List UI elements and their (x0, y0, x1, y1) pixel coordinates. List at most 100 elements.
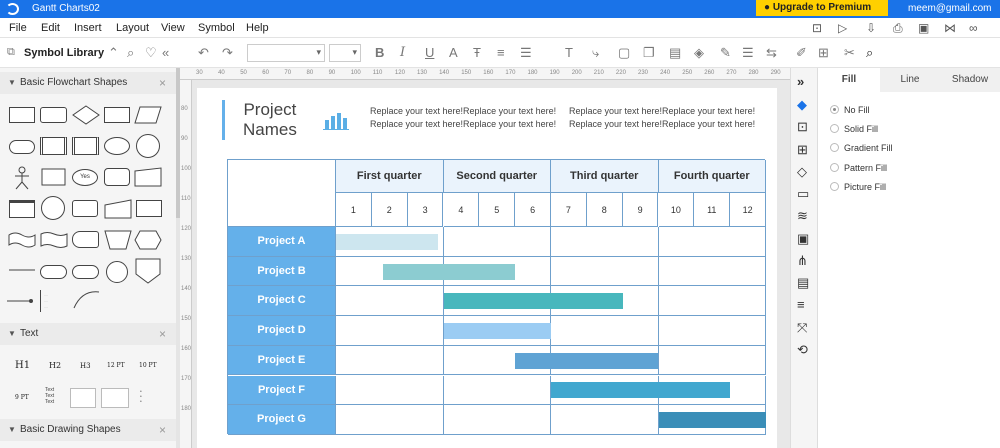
task-label[interactable]: Project G (228, 405, 336, 435)
group-icon[interactable]: ▤ (669, 45, 682, 60)
task-label[interactable]: Project D (228, 316, 336, 346)
shape-icon[interactable]: ▢ (618, 45, 631, 60)
text-sample-h1[interactable]: H1 (15, 360, 31, 371)
rounded-shape[interactable] (40, 265, 67, 279)
task-label[interactable]: Project A (228, 227, 336, 257)
collaborate-icon[interactable]: ∞ (969, 21, 978, 35)
terminator-shape[interactable] (9, 140, 35, 154)
search-icon[interactable]: ⌕ (866, 45, 874, 60)
task-label[interactable]: Project C (228, 286, 336, 317)
user-email[interactable]: meem@gmail.com (908, 3, 992, 14)
text-sample-12pt[interactable]: 12 PT (107, 362, 125, 369)
font-size-select[interactable] (329, 44, 361, 62)
process-shape[interactable] (9, 107, 35, 123)
ellipse-shape[interactable] (104, 137, 130, 155)
arc-shape[interactable] (72, 288, 100, 310)
presentation-icon[interactable]: ▭ (797, 186, 810, 201)
format-icon[interactable]: ≡ (797, 297, 805, 312)
radio-button[interactable] (830, 105, 839, 114)
internal-storage-shape[interactable] (9, 200, 35, 218)
menu-edit[interactable]: Edit (41, 22, 60, 34)
text-block-small[interactable]: Text Text Text (45, 387, 61, 409)
collapse-triangle-icon[interactable]: ▼ (8, 78, 16, 87)
print-icon[interactable]: ⎙ (893, 21, 903, 35)
connector-icon[interactable]: ⤷ (592, 45, 600, 60)
task-bar[interactable] (515, 352, 659, 369)
tape-shape[interactable] (8, 231, 36, 249)
arrange-icon[interactable]: ❐ (643, 45, 655, 60)
menu-insert[interactable]: Insert (74, 22, 102, 34)
publish-icon[interactable]: ⊡ (812, 21, 823, 35)
placeholder-text-1[interactable]: Replace your text here!Replace your text… (370, 105, 556, 131)
placeholder-text-2[interactable]: Replace your text here!Replace your text… (569, 105, 755, 131)
radio-button[interactable] (830, 163, 839, 172)
arrow-line-shape[interactable] (6, 295, 36, 307)
radio-button[interactable] (830, 124, 839, 133)
predefined-process-shape[interactable] (40, 137, 67, 155)
subprocess-shape[interactable] (72, 137, 99, 155)
favorite-icon[interactable]: ♡ (145, 45, 157, 60)
text-sample-10pt[interactable]: 10 PT (139, 362, 157, 369)
search-library-icon[interactable]: ⌕ (127, 45, 135, 60)
tree-icon[interactable]: ⋔ (797, 253, 808, 268)
task-bar[interactable] (443, 322, 551, 339)
menu-layout[interactable]: Layout (116, 22, 150, 34)
text-sample-h2[interactable]: H2 (49, 361, 62, 370)
image-icon[interactable]: ⊡ (797, 119, 808, 134)
rectangle-shape[interactable] (136, 200, 162, 217)
task-bar[interactable] (443, 293, 623, 310)
close-section-icon[interactable]: × (158, 76, 166, 90)
line-width-icon[interactable]: ☰ (742, 45, 754, 60)
close-section-icon[interactable]: × (158, 327, 166, 341)
collapse-panel-icon[interactable]: » (797, 74, 805, 89)
tools-icon[interactable]: ✂ (844, 45, 855, 60)
sidebar-scrollbar[interactable] (176, 68, 180, 448)
menu-file[interactable]: File (9, 22, 27, 34)
task-bar[interactable] (382, 263, 516, 280)
manual-input-shape[interactable] (134, 167, 162, 187)
align-icon[interactable]: ≡ (497, 45, 505, 60)
actor-shape[interactable] (12, 166, 32, 190)
menu-view[interactable]: View (161, 22, 185, 34)
history-icon[interactable]: ⟲ (797, 342, 808, 357)
tab-fill[interactable]: Fill (818, 68, 880, 92)
font-family-select[interactable] (247, 44, 325, 62)
line-shape[interactable] (8, 264, 36, 274)
text-sample-9pt[interactable]: 9 PT (15, 394, 29, 401)
task-bar[interactable] (658, 412, 766, 429)
data-shape[interactable] (134, 106, 162, 124)
image-export-icon[interactable]: ▣ (918, 21, 930, 35)
lock-icon[interactable]: ⊞ (818, 45, 829, 60)
manual-operation-shape[interactable] (104, 199, 132, 219)
document-icon[interactable]: ▤ (797, 275, 810, 290)
line-style-icon[interactable]: ⇆ (766, 45, 777, 60)
section-basic-flowchart[interactable]: ▼ Basic Flowchart Shapes × (0, 72, 176, 94)
task-label[interactable]: Project B (228, 256, 336, 287)
share-icon[interactable]: ⋈ (944, 21, 956, 35)
task-bar[interactable] (336, 233, 439, 250)
connector-shape[interactable] (136, 134, 160, 158)
section-text[interactable]: ▼ Text × (0, 323, 176, 345)
task-label[interactable]: Project F (228, 375, 336, 406)
pill-shape[interactable] (72, 265, 99, 279)
menu-help[interactable]: Help (246, 22, 269, 34)
app-logo-icon[interactable] (6, 3, 19, 15)
scrollbar-thumb[interactable] (176, 68, 180, 218)
tab-shadow[interactable]: Shadow (951, 74, 989, 85)
redo-icon[interactable]: ↷ (222, 45, 233, 60)
option-pattern-fill[interactable]: Pattern Fill (830, 163, 887, 173)
font-color-icon[interactable]: A (449, 45, 458, 60)
annotation-shape[interactable]: ···· ···· ···· (40, 290, 66, 312)
delay-shape[interactable] (72, 231, 99, 248)
library-options-icon[interactable]: ⌃ (108, 45, 119, 60)
italic-icon[interactable]: I (400, 45, 406, 60)
tab-line[interactable]: Line (900, 74, 920, 85)
close-section-icon[interactable]: × (158, 423, 166, 437)
preparation-shape[interactable] (134, 230, 162, 250)
upgrade-button[interactable]: ● Upgrade to Premium Version (756, 0, 888, 29)
punched-tape-shape[interactable] (40, 231, 68, 249)
drawing-canvas[interactable]: Project Names Replace your text here!Rep… (192, 80, 790, 448)
yes-ellipse-shape[interactable]: Yes (72, 169, 98, 186)
fill-color-icon[interactable]: ◈ (694, 45, 704, 60)
bold-icon[interactable]: B (375, 45, 385, 60)
